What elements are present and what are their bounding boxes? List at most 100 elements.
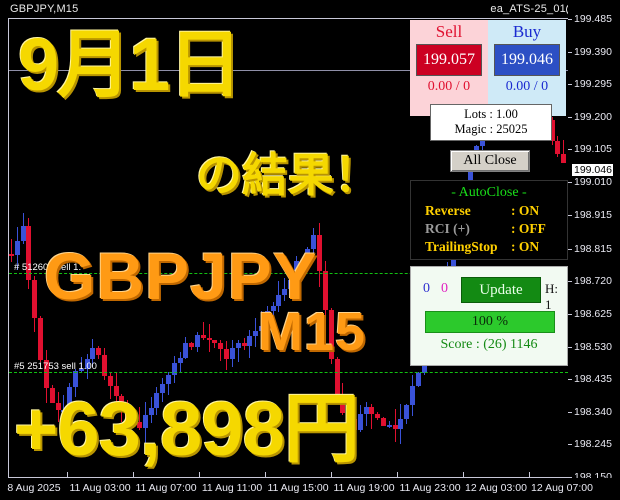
trailingstop-key: TrailingStop: [425, 239, 498, 254]
update-box: 0 0 Update H: 1 100 % Score : (26) 1146: [410, 266, 568, 366]
candle: [177, 19, 183, 477]
autoclose-title: - AutoClose -: [451, 185, 527, 200]
price-tick: 198.530: [568, 341, 612, 353]
ea-panel: Sell 199.057 0.00 / 0 Buy 199.046 0.00 /…: [410, 20, 568, 366]
overlay-timeframe: M15: [258, 302, 367, 362]
chart-frame-left: [8, 18, 9, 478]
candle: [206, 19, 212, 477]
time-separator: [67, 472, 68, 478]
candle: [72, 19, 78, 477]
candle: [125, 19, 131, 477]
symbol-timeframe-label: GBPJPY,M15: [10, 3, 79, 15]
price-tick: 198.915: [568, 209, 612, 221]
candle: [61, 19, 67, 477]
all-close-button[interactable]: All Close: [450, 150, 530, 172]
candle: [258, 19, 264, 477]
candle: [340, 19, 346, 477]
candle: [160, 19, 166, 477]
candle: [328, 19, 334, 477]
price-tick: 199.200: [568, 111, 612, 123]
time-tick: 11 Aug 11:00: [201, 482, 263, 494]
buy-price-button[interactable]: 199.046: [494, 44, 560, 76]
time-tick: 11 Aug 07:00: [135, 482, 197, 494]
candle: [235, 19, 241, 477]
time-separator: [529, 472, 530, 478]
price-tick: 198.435: [568, 373, 612, 385]
ea-name-label: ea_ATS-25_01: [490, 3, 566, 15]
candle: [67, 19, 73, 477]
autoclose-box: - AutoClose - Reverse : ON RCI (+) : OFF…: [410, 180, 568, 260]
candle: [142, 19, 148, 477]
price-tick: 198.815: [568, 243, 612, 255]
price-tick: 198.720: [568, 275, 612, 287]
candle: [200, 19, 206, 477]
candle: [311, 19, 317, 477]
candle: [375, 19, 381, 477]
update-button[interactable]: Update: [461, 277, 541, 303]
candle: [299, 19, 305, 477]
overlay-date: 9月1日: [18, 23, 242, 106]
price-tick: 198.625: [568, 308, 612, 320]
overlay-pair: GBPJPY: [44, 239, 318, 313]
price-axis[interactable]: 199.485 199.390 199.295 199.200 199.105 199.0…: [568, 0, 620, 483]
candle: [20, 19, 26, 477]
overlay-result: の結果！: [196, 149, 380, 201]
candle: [102, 19, 107, 477]
order-line: [9, 372, 568, 374]
candle: [136, 19, 142, 477]
buy-title: Buy: [512, 22, 542, 41]
candle: [32, 19, 38, 477]
time-tick: 11 Aug 19:00: [333, 482, 395, 494]
price-tick: 199.295: [568, 78, 612, 90]
candle: [264, 19, 270, 477]
score-label: Score : (26) 1146: [440, 337, 538, 352]
trailingstop-value: : ON: [511, 239, 540, 254]
time-separator: [199, 472, 200, 478]
candle: [363, 19, 369, 477]
candle: [183, 19, 189, 477]
candle: [113, 19, 119, 477]
candle: [282, 19, 288, 477]
candle: [404, 19, 410, 477]
counter-magenta: 0: [441, 281, 448, 296]
candle: [43, 19, 49, 477]
candle: [386, 19, 392, 477]
candle: [38, 19, 44, 477]
candle: [90, 19, 96, 477]
sell-title: Sell: [435, 22, 463, 41]
counter-blue: 0: [423, 281, 430, 296]
candle: [154, 19, 160, 477]
price-tick: 199.105: [568, 143, 612, 155]
candle: [398, 19, 404, 477]
progress-bar: 100 %: [425, 311, 555, 333]
time-separator: [463, 472, 464, 478]
candle: [351, 19, 357, 477]
candle: [357, 19, 363, 477]
time-axis[interactable]: 8 Aug 2025 11 Aug 03:00 11 Aug 07:00 11 Aug…: [0, 472, 620, 500]
sell-price-button[interactable]: 199.057: [416, 44, 482, 76]
candle: [119, 19, 125, 477]
candle: [165, 19, 171, 477]
time-tick: 11 Aug 23:00: [399, 482, 461, 494]
candle: [107, 19, 113, 477]
time-tick: 11 Aug 03:00: [69, 482, 131, 494]
candle: [55, 19, 61, 477]
price-tick: 198.245: [568, 438, 612, 450]
rci-key: RCI (+): [425, 221, 470, 236]
quote-box: Sell 199.057 0.00 / 0 Buy 199.046 0.00 /…: [410, 20, 566, 116]
candle: [131, 19, 137, 477]
sell-pl-label: 0.00 / 0: [427, 79, 471, 94]
reverse-key: Reverse: [425, 203, 471, 218]
candle: [561, 19, 567, 477]
candle: [346, 19, 352, 477]
reverse-value: : ON: [511, 203, 540, 218]
overlay-profit: +63,898円: [14, 387, 360, 472]
autoclose-row-rci[interactable]: RCI (+) : OFF: [411, 221, 567, 237]
autoclose-row-trailingstop[interactable]: TrailingStop : ON: [411, 239, 567, 255]
candle: [253, 19, 259, 477]
time-tick: 11 Aug 15:00: [267, 482, 329, 494]
candle: [276, 19, 282, 477]
candle: [49, 19, 55, 477]
autoclose-row-reverse[interactable]: Reverse : ON: [411, 203, 567, 219]
